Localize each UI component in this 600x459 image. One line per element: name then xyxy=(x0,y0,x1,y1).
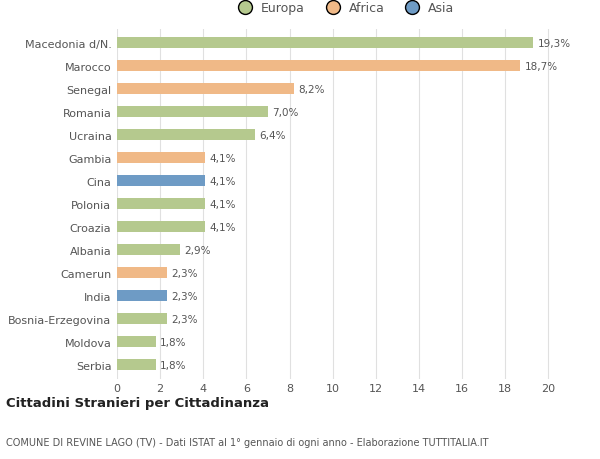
Bar xyxy=(117,84,294,95)
Text: 2,3%: 2,3% xyxy=(171,268,197,278)
Text: 2,9%: 2,9% xyxy=(184,245,211,255)
Text: 19,3%: 19,3% xyxy=(538,39,571,49)
Bar xyxy=(117,129,255,141)
Bar xyxy=(117,61,520,72)
Bar xyxy=(117,267,167,279)
Bar xyxy=(117,106,268,118)
Bar xyxy=(117,336,156,348)
Text: 1,8%: 1,8% xyxy=(160,360,187,370)
Legend: Europa, Africa, Asia: Europa, Africa, Asia xyxy=(227,0,460,20)
Text: 6,4%: 6,4% xyxy=(259,130,286,140)
Text: 1,8%: 1,8% xyxy=(160,337,187,347)
Text: 4,1%: 4,1% xyxy=(210,222,236,232)
Text: 4,1%: 4,1% xyxy=(210,153,236,163)
Text: 2,3%: 2,3% xyxy=(171,291,197,301)
Text: 2,3%: 2,3% xyxy=(171,314,197,324)
Bar xyxy=(117,290,167,302)
Text: 7,0%: 7,0% xyxy=(272,107,299,118)
Bar xyxy=(117,198,205,210)
Text: 4,1%: 4,1% xyxy=(210,199,236,209)
Bar xyxy=(117,152,205,164)
Bar xyxy=(117,38,533,49)
Text: COMUNE DI REVINE LAGO (TV) - Dati ISTAT al 1° gennaio di ogni anno - Elaborazion: COMUNE DI REVINE LAGO (TV) - Dati ISTAT … xyxy=(6,437,488,447)
Bar xyxy=(117,313,167,325)
Text: 18,7%: 18,7% xyxy=(524,62,558,72)
Bar xyxy=(117,222,205,233)
Text: Cittadini Stranieri per Cittadinanza: Cittadini Stranieri per Cittadinanza xyxy=(6,396,269,409)
Bar xyxy=(117,244,179,256)
Text: 4,1%: 4,1% xyxy=(210,176,236,186)
Bar xyxy=(117,359,156,371)
Text: 8,2%: 8,2% xyxy=(298,84,325,95)
Bar xyxy=(117,175,205,187)
